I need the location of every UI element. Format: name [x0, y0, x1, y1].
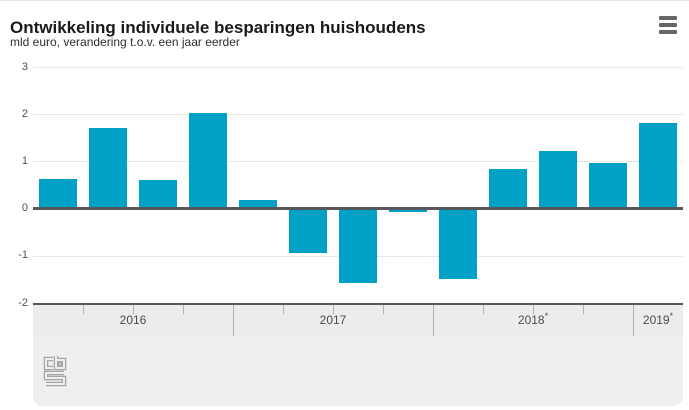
x-axis-tick: [283, 305, 284, 314]
y-axis-label: 1: [21, 154, 28, 167]
zero-line: [33, 207, 683, 211]
bar-2016-q2[interactable]: [89, 128, 127, 208]
x-axis-tick: [133, 305, 134, 314]
x-axis-tick: [633, 305, 634, 336]
chart-subtitle: mld euro, verandering t.o.v. een jaar ee…: [10, 35, 240, 49]
y-axis-label: 0: [21, 202, 28, 215]
bar-2019-q1[interactable]: [639, 122, 677, 208]
y-axis-label: 2: [21, 107, 28, 120]
bar-2016-q3[interactable]: [139, 179, 177, 208]
gridline: [33, 67, 683, 68]
plot-area: 3 2 1 0 -1 -2: [18, 61, 683, 309]
x-axis-tick: [233, 305, 234, 336]
provisional-marker: *: [544, 311, 549, 321]
bar-2018-q4[interactable]: [589, 162, 627, 208]
x-axis-year-label: 2017: [319, 313, 347, 327]
bar-2018-q1[interactable]: [439, 207, 477, 279]
x-axis-year-label: 2019*: [642, 311, 674, 328]
x-axis-tick: [83, 305, 84, 314]
x-axis-tick: [533, 305, 534, 314]
bar-2017-q1[interactable]: [239, 200, 277, 208]
gridline: [33, 114, 683, 116]
bar-2017-q3[interactable]: [339, 207, 377, 284]
y-axis-label: -1: [18, 249, 28, 262]
y-axis-label: -2: [18, 296, 28, 309]
bar-2018-q2[interactable]: [489, 169, 527, 208]
y-axis-label: 3: [21, 60, 28, 73]
gridline: [33, 161, 683, 163]
chart-footer: [33, 336, 683, 406]
x-axis-tick: [333, 305, 334, 314]
x-axis-tick: [183, 305, 184, 314]
cbs-logo: [43, 356, 67, 387]
bar-2017-q2[interactable]: [289, 207, 327, 254]
bar-2016-q4[interactable]: [189, 112, 227, 208]
chart-title: Ontwikkeling individuele besparingen hui…: [10, 18, 426, 38]
bar-2018-q3[interactable]: [539, 150, 577, 208]
provisional-marker: *: [669, 311, 674, 321]
x-axis-tick: [583, 305, 584, 314]
x-axis-tick: [483, 305, 484, 314]
x-axis-tick: [383, 305, 384, 314]
export-menu-button[interactable]: [658, 13, 678, 35]
x-axis-band: 2016 2017 2018* 2019*: [33, 303, 683, 336]
x-axis-tick: [433, 305, 434, 336]
bar-2016-q1[interactable]: [39, 178, 77, 208]
x-axis-year-label: 2018*: [517, 311, 549, 328]
x-axis-year-label: 2016: [119, 313, 147, 327]
hamburger-menu-icon: [658, 16, 678, 34]
